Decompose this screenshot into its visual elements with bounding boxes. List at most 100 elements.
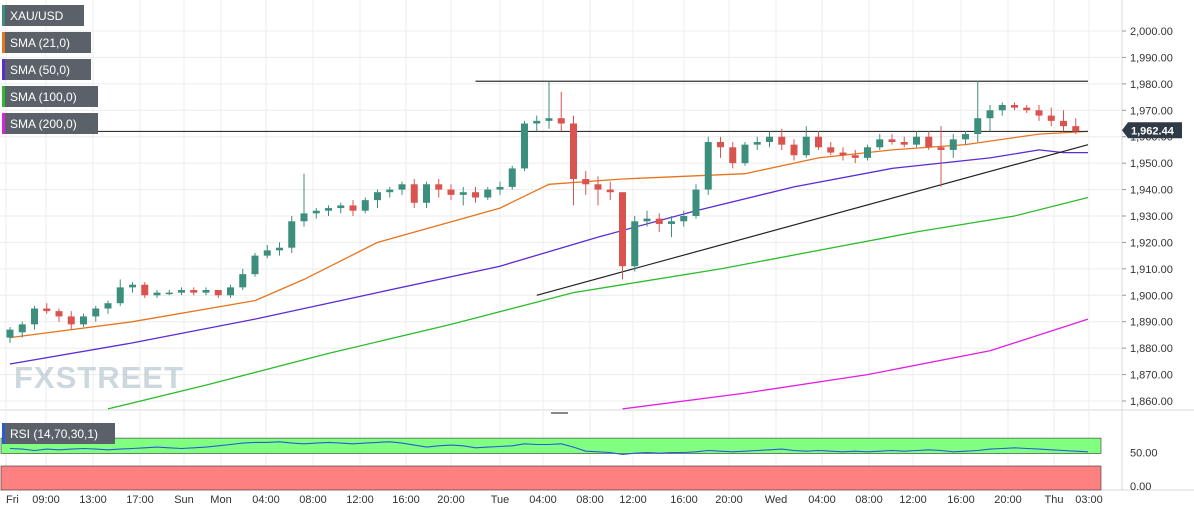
candle-body <box>31 308 38 325</box>
candle <box>447 184 455 201</box>
candle <box>913 131 920 148</box>
rsi-overbought-zone <box>0 437 1102 454</box>
x-tick-label: 09:00 <box>32 494 60 506</box>
rsi-label-swatch <box>2 423 5 444</box>
candle-body <box>900 142 908 145</box>
candle <box>31 305 38 330</box>
x-tick-label: 17:00 <box>126 494 154 506</box>
candle-body <box>557 118 565 124</box>
legend-label: SMA (21,0) <box>10 36 70 50</box>
candle-body <box>815 136 822 148</box>
x-tick-label: Sun <box>174 494 194 506</box>
candle <box>55 308 63 322</box>
legend-entry[interactable]: SMA (100,0) <box>2 86 98 107</box>
candle-body <box>67 316 75 325</box>
candle-body <box>962 134 969 140</box>
candle <box>594 176 602 206</box>
candle-body <box>300 213 308 222</box>
candle <box>606 181 614 201</box>
candle-body <box>386 189 394 193</box>
candle-body <box>655 218 663 224</box>
candle-body <box>214 290 222 296</box>
y-tick-label: 1,900.00 <box>1130 290 1173 302</box>
legend-swatch <box>2 5 5 26</box>
candle-body <box>545 118 553 121</box>
rsi-oversold-zone <box>0 465 1102 491</box>
x-tick-label: 12:00 <box>899 494 927 506</box>
candle-body <box>986 110 994 119</box>
candle-body <box>227 287 234 296</box>
candle <box>361 197 369 214</box>
x-tick-label: 04:00 <box>252 494 280 506</box>
candle <box>337 202 345 214</box>
main-pane-bg <box>0 0 1122 410</box>
legend-entry[interactable]: SMA (200,0) <box>2 113 98 134</box>
y-tick-label: 1,880.00 <box>1130 343 1173 355</box>
rsi-line <box>9 441 1089 456</box>
legend-label: SMA (50,0) <box>10 63 70 77</box>
candle-body <box>459 192 467 195</box>
legend-box <box>2 5 84 26</box>
candle <box>986 105 994 132</box>
x-tick-label: 08:00 <box>855 494 883 506</box>
legend-entry[interactable]: SMA (21,0) <box>2 32 91 53</box>
candle-body <box>141 284 149 296</box>
candle-body <box>680 216 688 222</box>
candle <box>153 290 161 298</box>
candle <box>263 245 271 259</box>
candle <box>655 213 663 232</box>
candle-body <box>533 120 541 124</box>
grid <box>0 0 1122 490</box>
candle-body <box>447 189 455 195</box>
y-tick-label: 1,950.00 <box>1130 158 1173 170</box>
rsi-tick-label: 50.00 <box>1130 448 1158 460</box>
rsi-label-box <box>2 423 115 444</box>
candle-body <box>202 290 210 293</box>
candle <box>582 171 590 195</box>
candle-body <box>729 147 737 164</box>
candle <box>521 120 528 172</box>
candle <box>1060 110 1067 132</box>
candle <box>386 186 394 198</box>
rsi-label: RSI (14,70,30,1) <box>2 423 115 444</box>
legend-entry[interactable]: SMA (50,0) <box>2 59 91 80</box>
y-tick-label: 1,980.00 <box>1130 79 1173 91</box>
candle-body <box>276 247 283 251</box>
candle <box>998 102 1006 116</box>
y-tick-label: 1,920.00 <box>1130 237 1173 249</box>
candle <box>178 287 185 296</box>
candle-body <box>606 189 614 193</box>
x-tick-label: 16:00 <box>670 494 698 506</box>
candle <box>6 327 14 343</box>
candle <box>410 179 418 209</box>
y-axis: 1,860.00 1,870.00 1,880.00 1,890.00 1,900.00… <box>1122 26 1173 408</box>
legend-entry[interactable]: XAU/USD <box>2 5 84 26</box>
rsi-zones <box>0 437 1102 491</box>
candle <box>104 300 112 314</box>
candle-body <box>827 147 835 153</box>
x-tick-label: 04:00 <box>808 494 836 506</box>
candle <box>533 115 541 132</box>
candle <box>325 205 332 216</box>
candle-body <box>998 105 1006 111</box>
candle <box>1072 118 1080 135</box>
candle <box>888 134 896 145</box>
y-tick-label: 1,990.00 <box>1130 52 1173 64</box>
candle <box>766 131 773 148</box>
candle <box>692 184 700 219</box>
candle-body <box>472 192 479 198</box>
candle-body <box>1023 107 1031 111</box>
candle <box>570 115 577 206</box>
candle-body <box>582 179 590 185</box>
candle-body <box>570 123 577 179</box>
candle <box>202 287 210 296</box>
candle-body <box>508 168 516 187</box>
legend-label: SMA (200,0) <box>10 117 77 131</box>
y-tick-label: 1,860.00 <box>1130 396 1173 408</box>
candle <box>631 216 639 272</box>
candle-body <box>398 184 406 190</box>
candle-body <box>92 308 100 317</box>
candle <box>1035 105 1043 121</box>
candle-body <box>18 324 26 333</box>
